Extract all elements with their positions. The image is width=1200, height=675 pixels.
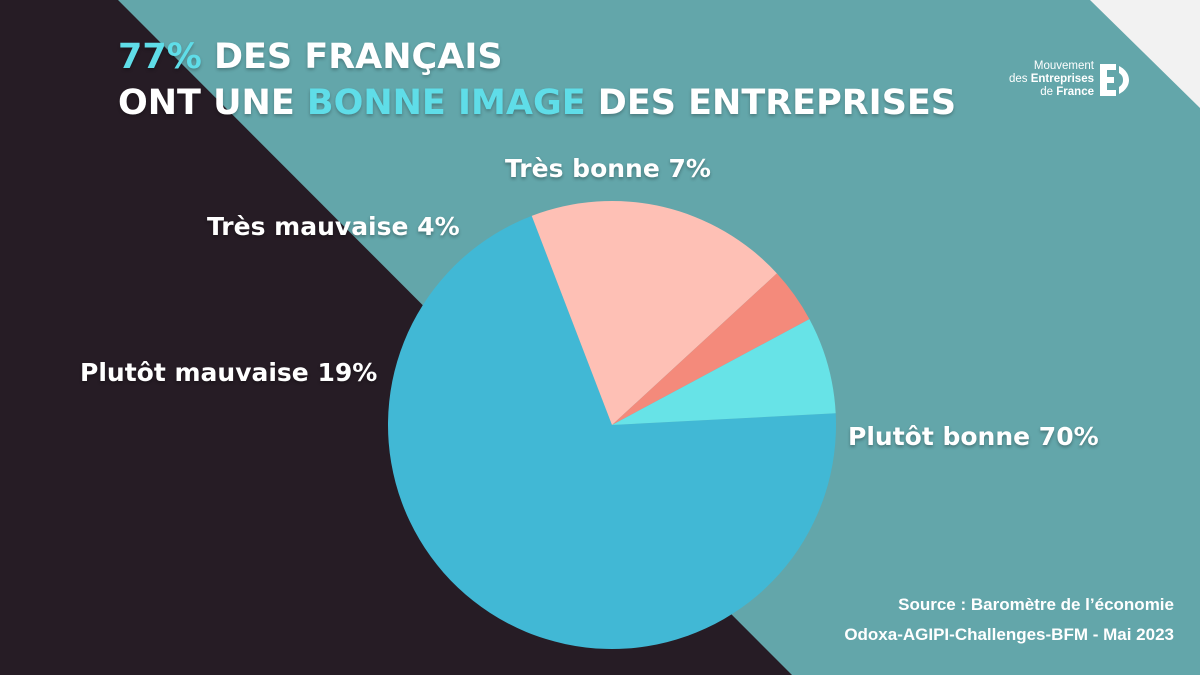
slice-label-tres-mauvaise: Très mauvaise 4%	[207, 212, 460, 241]
page-title: 77% DES FRANÇAIS ONT UNE BONNE IMAGE DES…	[118, 34, 956, 126]
logo-line2-a: des	[1008, 73, 1031, 85]
pie-slice-tres-mauvaise	[612, 273, 810, 425]
pie-slice-plutot-mauvaise	[531, 201, 777, 425]
title-line2-text-a: ONT UNE	[118, 83, 307, 123]
source-line-2: Odoxa-AGIPI-Challenges-BFM - Mai 2023	[844, 625, 1174, 644]
logo-line1: Mouvement	[1033, 60, 1094, 72]
source-line-1: Source : Baromètre de l’économie	[898, 595, 1174, 614]
title-highlight-percent: 77%	[118, 37, 202, 77]
background-corner-light	[1090, 0, 1200, 108]
slice-label-tres-bonne: Très bonne 7%	[505, 154, 711, 183]
slice-label-plutot-bonne: Plutôt bonne 70%	[848, 422, 1099, 451]
logo-line2-b: Entreprises	[1030, 73, 1094, 85]
title-line2-text-b: DES ENTREPRISES	[585, 83, 957, 123]
pie-slice-tres-bonne	[612, 319, 836, 425]
logo-line3-a: de	[1040, 86, 1057, 98]
title-line1-text: DES FRANÇAIS	[201, 37, 503, 77]
logo-text: Mouvement des Entreprises de France	[1009, 60, 1094, 99]
pie-slice-plutot-bonne	[387, 215, 836, 650]
medef-e-icon	[1100, 64, 1129, 96]
title-highlight-phrase: BONNE IMAGE	[306, 83, 586, 123]
medef-logo: Mouvement des Entreprises de France	[980, 60, 1130, 104]
logo-line3-b: France	[1056, 86, 1094, 98]
slice-label-plutot-mauvaise: Plutôt mauvaise 19%	[80, 358, 378, 387]
source-note: Source : Baromètre de l’économie Odoxa-A…	[844, 590, 1174, 650]
title-line-1: 77% DES FRANÇAIS	[118, 34, 956, 80]
title-line-2: ONT UNE BONNE IMAGE DES ENTREPRISES	[118, 80, 956, 126]
